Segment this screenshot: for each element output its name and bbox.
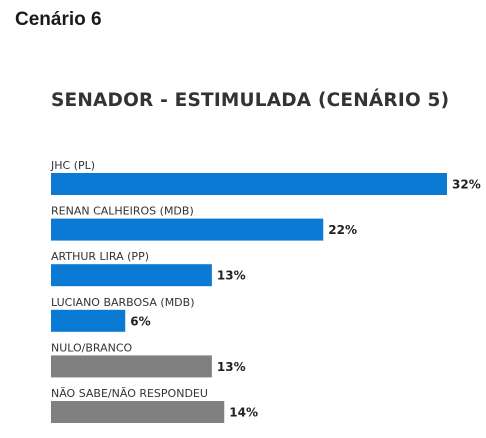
value-label: 14% <box>229 406 258 420</box>
category-label: NULO/BRANCO <box>51 341 133 354</box>
scenario-title: Cenário 6 <box>15 9 102 30</box>
bar <box>51 401 225 423</box>
bar <box>51 355 212 378</box>
bar <box>51 218 324 241</box>
category-label: LUCIANO BARBOSA (MDB) <box>51 296 195 309</box>
bar <box>51 173 447 195</box>
chart-title: SENADOR - ESTIMULADA (CENÁRIO 5) <box>51 90 450 111</box>
value-label: 22% <box>328 223 357 237</box>
value-label: 6% <box>130 314 150 328</box>
value-label: 32% <box>452 178 481 192</box>
value-label: 13% <box>217 269 246 283</box>
category-label: RENAN CALHEIROS (MDB) <box>51 205 194 218</box>
value-label: 13% <box>217 360 246 374</box>
category-label: NÃO SABE/NÃO RESPONDEU <box>51 387 208 400</box>
bar <box>51 309 126 332</box>
bar <box>51 264 212 287</box>
category-label: JHC (PL) <box>50 159 95 172</box>
category-label: ARTHUR LIRA (PP) <box>51 250 149 263</box>
